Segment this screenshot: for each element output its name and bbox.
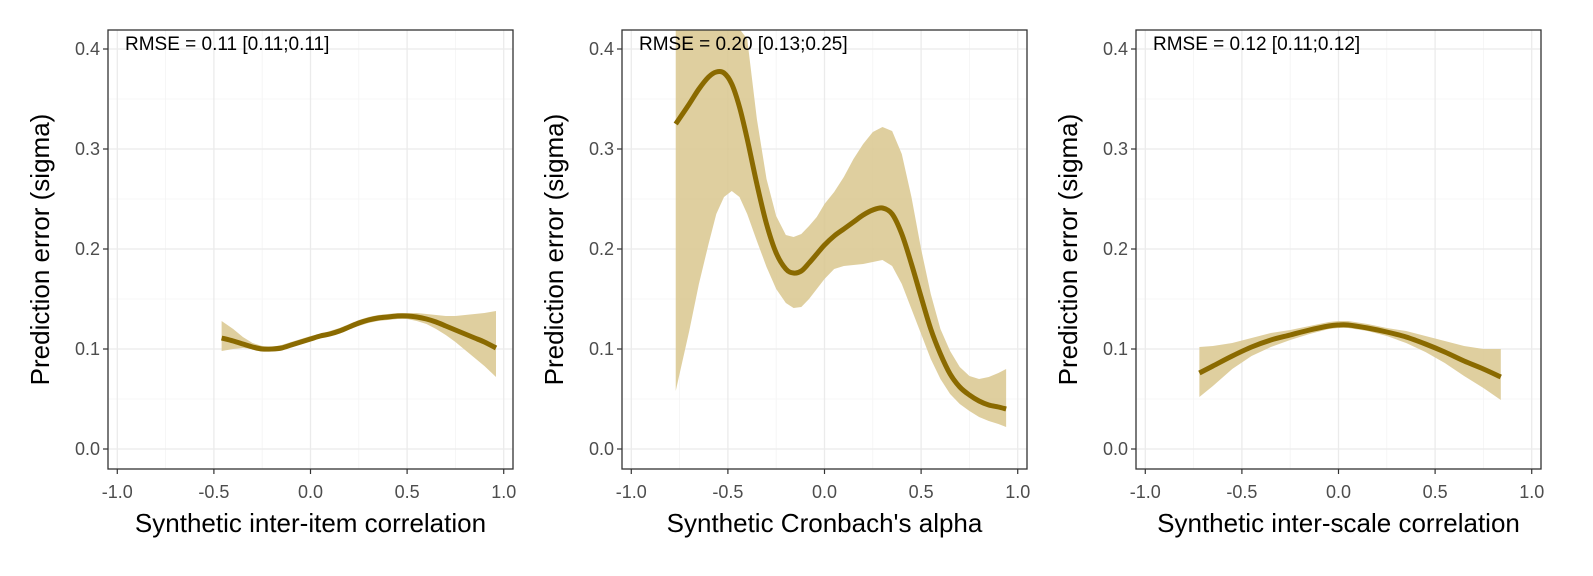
- grid: [1136, 30, 1541, 469]
- y-tick-label: 0.1: [75, 339, 100, 359]
- rmse-annotation: RMSE = 0.12 [0.11;0.12]: [1153, 34, 1360, 55]
- x-tick-label: -0.5: [712, 482, 743, 502]
- grid: [108, 30, 513, 469]
- x-tick-label: 0.0: [812, 482, 837, 502]
- x-tick-label: -0.5: [1226, 482, 1257, 502]
- y-tick-label: 0.0: [75, 439, 100, 459]
- series-line: [1198, 322, 1502, 380]
- y-tick-label: 0.0: [589, 439, 614, 459]
- x-tick-label: 0.0: [1326, 482, 1351, 502]
- rmse-annotation: RMSE = 0.11 [0.11;0.11]: [125, 34, 329, 55]
- series-1: [673, 30, 1007, 427]
- x-axis-title: Synthetic Cronbach's alpha: [667, 508, 983, 538]
- y-tick-label: 0.4: [589, 39, 614, 59]
- x-tick-label: 0.5: [1423, 482, 1448, 502]
- x-axis-title: Synthetic inter-item correlation: [135, 508, 486, 538]
- x-tick-label: 0.0: [298, 482, 323, 502]
- x-tick-label: 1.0: [491, 482, 516, 502]
- y-axis-title: Prediction error (sigma): [1053, 114, 1083, 386]
- y-tick-label: 0.0: [1103, 439, 1128, 459]
- y-tick-label: 0.1: [1103, 339, 1128, 359]
- series-line: [673, 68, 1007, 412]
- series-line: [220, 313, 498, 352]
- x-tick-label: -1.0: [616, 482, 647, 502]
- rmse-annotation: RMSE = 0.20 [0.13;0.25]: [639, 34, 848, 55]
- x-tick-label: 0.5: [395, 482, 420, 502]
- y-axis-title: Prediction error (sigma): [539, 114, 569, 386]
- y-tick-label: 0.2: [589, 239, 614, 259]
- y-axis-title: Prediction error (sigma): [25, 114, 55, 386]
- x-tick-label: -1.0: [1130, 482, 1161, 502]
- x-axis-title: Synthetic inter-scale correlation: [1157, 508, 1520, 538]
- x-tick-label: 1.0: [1519, 482, 1544, 502]
- y-tick-label: 0.2: [75, 239, 100, 259]
- chart-panel-2: -1.0 -0.5 0.0 0.5 1.0 0.0 0.1 0.2 0.3 0.4 RMSE = 0…: [539, 29, 1030, 538]
- y-tick-label: 0.3: [589, 139, 614, 159]
- y-tick-label: 0.4: [1103, 39, 1128, 59]
- y-tick-label: 0.1: [589, 339, 614, 359]
- y-tick-label: 0.3: [1103, 139, 1128, 159]
- series-1: [220, 311, 498, 377]
- x-tick-label: -0.5: [198, 482, 229, 502]
- x-tick-label: 0.5: [909, 482, 934, 502]
- series-1: [1198, 321, 1502, 400]
- x-tick-label: -1.0: [102, 482, 133, 502]
- chart-panel-1: -1.0 -0.5 0.0 0.5 1.0 0.0 0.1 0.2 0.3 0.4 RMSE = 0…: [25, 29, 516, 538]
- y-tick-label: 0.2: [1103, 239, 1128, 259]
- y-tick-label: 0.3: [75, 139, 100, 159]
- chart-panel-3: -1.0 -0.5 0.0 0.5 1.0 0.0 0.1 0.2 0.3 0.4 RMSE = 0…: [1053, 29, 1544, 538]
- x-tick-label: 1.0: [1005, 482, 1030, 502]
- y-tick-label: 0.4: [75, 39, 100, 59]
